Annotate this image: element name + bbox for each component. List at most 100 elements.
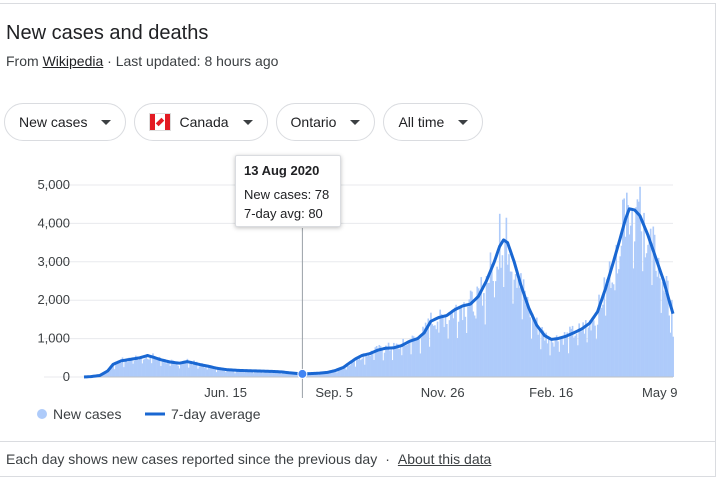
bar (272, 371, 275, 377)
bar (403, 342, 406, 377)
bar (533, 320, 535, 377)
bar (641, 271, 644, 377)
bar (655, 270, 657, 377)
bar (644, 257, 647, 377)
legend-label-avg: 7-day average (171, 406, 261, 422)
bar (332, 371, 334, 377)
hover-point[interactable] (297, 368, 308, 379)
bar (575, 333, 578, 377)
bar (448, 320, 451, 377)
bar (138, 357, 141, 377)
bar (134, 355, 137, 377)
bar (661, 281, 664, 377)
bar (606, 279, 608, 377)
bar (492, 280, 494, 377)
bar (317, 374, 320, 377)
bar (414, 339, 416, 377)
bar (583, 333, 586, 377)
bar (428, 346, 431, 377)
bar (193, 360, 195, 377)
bar (121, 357, 124, 377)
source-prefix: From (6, 53, 39, 69)
bar (166, 362, 169, 377)
bar (236, 371, 239, 377)
bar (465, 333, 468, 377)
bar (182, 361, 185, 377)
bar (542, 330, 545, 377)
bar (643, 212, 645, 377)
range-dropdown[interactable]: All time (383, 103, 484, 141)
bar (404, 345, 407, 377)
range-label: All time (398, 114, 445, 130)
region-label: Ontario (290, 114, 337, 130)
bar (512, 303, 514, 377)
bar (258, 372, 260, 377)
bar (157, 359, 160, 377)
bar (526, 297, 529, 377)
bar (211, 365, 214, 377)
bar (586, 342, 588, 377)
bar (463, 302, 465, 377)
region-dropdown[interactable]: Ontario (275, 103, 376, 141)
bar (174, 361, 177, 377)
bar (296, 373, 299, 377)
bar (525, 304, 528, 377)
bar (524, 290, 526, 377)
bar (119, 362, 121, 377)
bar (254, 371, 256, 377)
country-label: Canada (179, 114, 229, 130)
bar (125, 361, 128, 377)
bar (427, 318, 430, 377)
bar (460, 307, 463, 377)
bar (289, 374, 292, 377)
bar (242, 370, 244, 377)
bar (667, 280, 669, 377)
footer: Each day shows new cases reported since … (6, 451, 491, 467)
bar (520, 273, 522, 377)
bar (235, 369, 238, 377)
bar (371, 352, 374, 377)
bar (234, 373, 236, 377)
bar (279, 370, 281, 377)
bar (555, 335, 558, 377)
bar (399, 344, 402, 377)
bar (633, 241, 636, 377)
bar (467, 306, 469, 377)
bar (485, 275, 488, 377)
bar (201, 363, 203, 377)
bar (502, 287, 505, 377)
metric-dropdown[interactable]: New cases (4, 103, 127, 141)
bar (133, 360, 136, 377)
bar (530, 338, 533, 377)
bar (240, 370, 243, 377)
source-line: From Wikipedia · Last updated: 8 hours a… (6, 53, 278, 69)
bar (480, 277, 483, 377)
bar (172, 360, 174, 377)
wikipedia-link[interactable]: Wikipedia (42, 53, 104, 69)
country-dropdown[interactable]: Canada (134, 103, 268, 141)
bar (577, 345, 579, 377)
bar (128, 357, 130, 377)
bar (387, 342, 390, 377)
bar (173, 361, 175, 377)
bar (205, 367, 207, 377)
bar (194, 363, 197, 377)
bar (616, 273, 619, 377)
bar (199, 363, 202, 377)
bar (468, 299, 471, 377)
about-data-link[interactable]: About this data (397, 451, 492, 467)
bar (550, 340, 553, 377)
bar (213, 368, 215, 377)
bar (330, 371, 333, 377)
bar (501, 255, 504, 377)
bar (664, 292, 667, 377)
bar (532, 313, 534, 377)
bar (325, 372, 328, 377)
metric-label: New cases (19, 114, 88, 130)
bar (359, 360, 362, 377)
bar (140, 358, 142, 377)
bar (587, 327, 590, 377)
bar (195, 361, 198, 377)
bar (447, 338, 449, 377)
